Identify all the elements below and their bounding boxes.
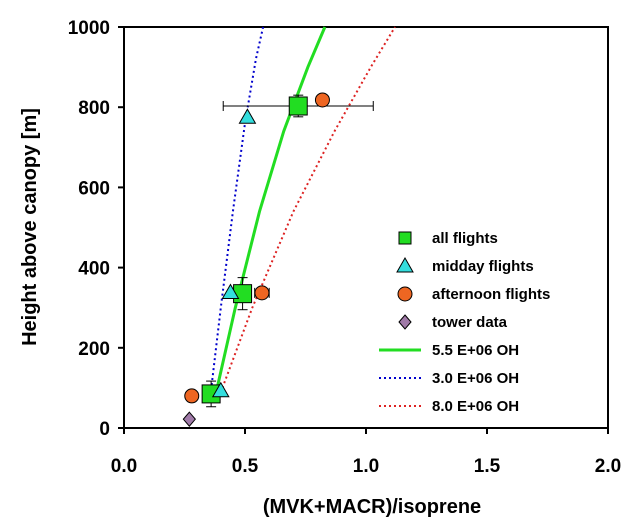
y-tick-label: 600 bbox=[78, 178, 110, 199]
legend-symbol-midday-flights bbox=[396, 256, 414, 273]
marker-afternoon-flights bbox=[254, 285, 270, 301]
marker-midday-flights bbox=[238, 108, 257, 124]
legend-symbol-tower-data bbox=[398, 314, 412, 330]
y-tick-label: 1000 bbox=[68, 18, 110, 39]
curve-8-0-e-06-oh bbox=[216, 26, 396, 403]
legend-label-midday-flights: midday flights bbox=[432, 258, 534, 275]
x-tick-label: 0.5 bbox=[232, 456, 259, 477]
curve-3-0-e-06-oh bbox=[208, 26, 265, 401]
axes bbox=[118, 26, 609, 434]
y-tick-label: 800 bbox=[78, 98, 110, 119]
x-tick-label: 2.0 bbox=[595, 456, 621, 477]
x-tick-label: 1.0 bbox=[353, 456, 379, 477]
data-markers bbox=[182, 92, 330, 427]
model-curves bbox=[208, 26, 396, 403]
curve-5-5-e-06-oh bbox=[212, 26, 327, 403]
x-tick-label: 0.0 bbox=[111, 456, 137, 477]
y-tick-label: 0 bbox=[99, 419, 110, 440]
legend-symbol-all-flights bbox=[398, 231, 412, 245]
marker-midday-flights bbox=[211, 381, 230, 398]
marker-afternoon-flights bbox=[314, 92, 330, 108]
y-tick-label: 400 bbox=[78, 259, 110, 280]
x-axis-title: (MVK+MACR)/isoprene bbox=[263, 496, 481, 518]
marker-afternoon-flights bbox=[184, 388, 200, 404]
legend-label-3-0-e-06-oh: 3.0 E+06 OH bbox=[432, 370, 519, 387]
legend-label-5-5-e-06-oh: 5.5 E+06 OH bbox=[432, 342, 519, 359]
legend-symbol-afternoon-flights bbox=[397, 286, 413, 302]
y-axis-title: Height above canopy [m] bbox=[19, 108, 41, 346]
plot-frame bbox=[123, 26, 609, 429]
tick-labels: 0.0 0.5 1.0 1.5 2.0 0 200 400 600 800 1000 bbox=[68, 18, 621, 477]
marker-all-flights bbox=[288, 96, 308, 116]
error-bars bbox=[206, 94, 374, 408]
marker-tower-data bbox=[182, 411, 196, 427]
y-tick-label: 200 bbox=[78, 339, 110, 360]
legend-label-tower-data: tower data bbox=[432, 314, 508, 331]
marker-midday-flights bbox=[221, 283, 240, 299]
legend-label-8-0-e-06-oh: 8.0 E+06 OH bbox=[432, 398, 519, 415]
legend: all flights midday flights afternoon fligh… bbox=[379, 230, 550, 415]
legend-label-afternoon-flights: afternoon flights bbox=[432, 286, 550, 303]
legend-label-all-flights: all flights bbox=[432, 230, 498, 247]
x-tick-label: 1.5 bbox=[474, 456, 501, 477]
